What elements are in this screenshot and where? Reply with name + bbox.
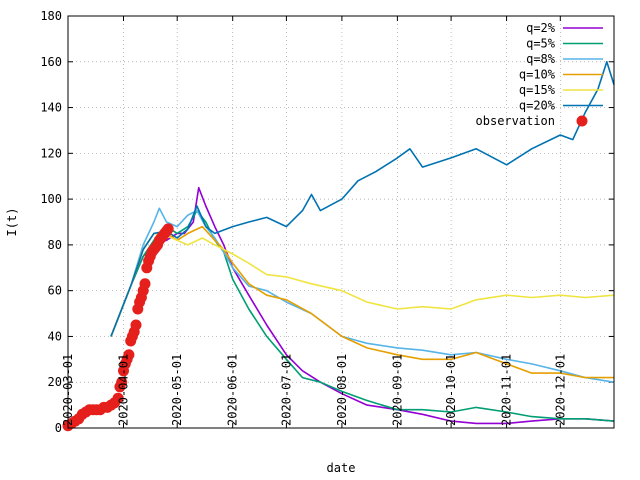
- series-line-q-5: [110, 209, 615, 422]
- y-tick-label: 40: [48, 329, 62, 343]
- series-line-q-15: [110, 232, 615, 337]
- series-line-q-10: [110, 225, 614, 379]
- x-tick-label: 2020-07-01: [279, 354, 293, 426]
- legend-label: q=5%: [526, 37, 556, 51]
- observation-point: [130, 319, 142, 331]
- x-tick-label: 2020-10-01: [444, 354, 458, 426]
- x-tick-label: 2020-11-01: [500, 354, 514, 426]
- y-tick-label: 20: [48, 375, 62, 389]
- x-tick-label: 2020-09-01: [390, 354, 404, 426]
- legend-label: q=10%: [519, 68, 556, 82]
- legend-label: q=8%: [526, 52, 556, 66]
- x-tick-label: 2020-04-01: [116, 354, 130, 426]
- x-axis-label: date: [327, 461, 356, 475]
- x-tick-label: 2020-12-01: [553, 354, 567, 426]
- y-tick-labels: 0 20 40 60 80 100 120 140 160 180: [40, 9, 62, 435]
- y-tick-label: 100: [40, 192, 62, 206]
- series-line-q-20: [110, 60, 615, 337]
- series-line-q-8: [110, 207, 615, 383]
- series-line-q-2: [110, 186, 615, 425]
- observation-point: [123, 349, 135, 361]
- y-tick-label: 140: [40, 101, 62, 115]
- legend-label: q=20%: [519, 99, 556, 113]
- observation-layer: [62, 223, 174, 432]
- y-tick-label: 0: [55, 421, 62, 435]
- observation-point: [139, 278, 151, 290]
- y-tick-label: 80: [48, 238, 62, 252]
- y-tick-label: 160: [40, 55, 62, 69]
- observation-point: [112, 392, 124, 404]
- legend-label: observation: [476, 114, 555, 128]
- observation-point: [162, 223, 174, 235]
- y-tick-label: 60: [48, 284, 62, 298]
- y-axis-label: I(t): [5, 208, 19, 237]
- legend-marker-observation: [576, 115, 588, 127]
- observation-point: [116, 376, 128, 388]
- x-tick-label: 2020-03-01: [61, 354, 75, 426]
- y-tick-label: 120: [40, 146, 62, 160]
- legend-label: q=2%: [526, 21, 556, 35]
- y-tick-label: 180: [40, 9, 62, 23]
- x-tick-label: 2020-05-01: [170, 354, 184, 426]
- x-tick-label: 2020-06-01: [226, 354, 240, 426]
- x-tick-labels: 2020-03-01 2020-04-01 2020-05-01 2020-06-01…: [61, 354, 567, 426]
- x-tick-label: 2020-08-01: [335, 354, 349, 426]
- legend-label: q=15%: [519, 83, 556, 97]
- plot-frame: [67, 15, 615, 429]
- legend: q=2% q=5%q=8% q=10%q=15% q=20%observation: [476, 21, 603, 128]
